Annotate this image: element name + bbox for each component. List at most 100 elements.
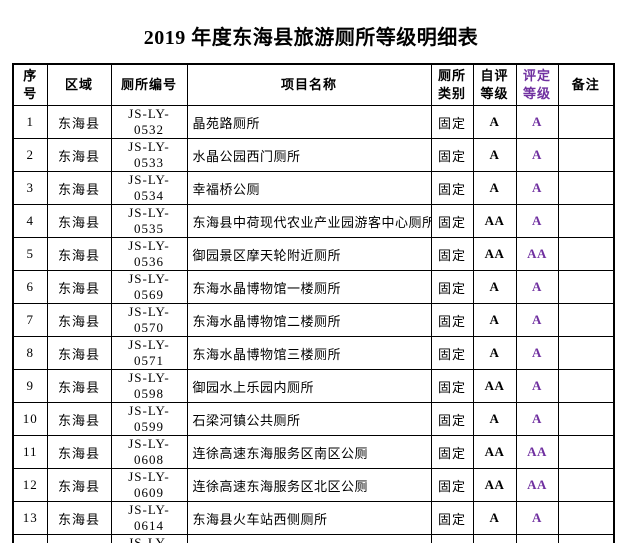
cell-region: 东海县	[46, 336, 112, 370]
cell-self-grade: A	[472, 171, 517, 205]
cell-code: JS-LY-0599	[110, 402, 188, 436]
cell-region: 东海县	[46, 468, 112, 502]
cell-index: 8	[12, 336, 48, 370]
cell-remark	[557, 204, 615, 238]
cell-self-grade: A	[472, 138, 517, 172]
table-body: 1 东海县 JS-LY-0532 晶苑路厕所 固定 A A 2 东海县 JS-L…	[12, 105, 615, 543]
cell-assessed-grade: A	[515, 534, 559, 543]
cell-self-grade: A	[472, 105, 517, 139]
table-row: 12 东海县 JS-LY-0609 连徐高速东海服务区北区公厕 固定 AA AA	[12, 468, 615, 502]
cell-assessed-grade: A	[515, 369, 559, 403]
cell-region: 东海县	[46, 534, 112, 543]
cell-code: JS-LY-0569	[110, 270, 188, 304]
cell-category: 固定	[430, 237, 474, 271]
cell-index: 12	[12, 468, 48, 502]
cell-category: 固定	[430, 468, 474, 502]
cell-code: JS-LY-0609	[110, 468, 188, 502]
cell-name: 御园水上乐园内厕所	[186, 369, 432, 403]
table-row: 11 东海县 JS-LY-0608 连徐高速东海服务区南区公厕 固定 AA AA	[12, 435, 615, 469]
cell-index: 13	[12, 501, 48, 535]
cell-category: 固定	[430, 105, 474, 139]
cell-category: 固定	[430, 402, 474, 436]
cell-code: JS-LY-0570	[110, 303, 188, 337]
cell-name: 连徐高速东海服务区北区公厕	[186, 468, 432, 502]
cell-category: 固定	[430, 270, 474, 304]
cell-assessed-grade: A	[515, 270, 559, 304]
table-row: 9 东海县 JS-LY-0598 御园水上乐园内厕所 固定 AA A	[12, 369, 615, 403]
cell-remark	[557, 369, 615, 403]
cell-code: JS-LY-0533	[110, 138, 188, 172]
cell-category: 固定	[430, 534, 474, 543]
cell-self-grade: AA	[472, 435, 517, 469]
cell-self-grade: AA	[472, 204, 517, 238]
cell-remark	[557, 237, 615, 271]
cell-self-grade: A	[472, 402, 517, 436]
col-header-code: 厕所编号	[110, 63, 188, 106]
cell-self-grade: A	[472, 336, 517, 370]
cell-index: 6	[12, 270, 48, 304]
cell-remark	[557, 501, 615, 535]
cell-category: 固定	[430, 369, 474, 403]
cell-remark	[557, 402, 615, 436]
cell-region: 东海县	[46, 237, 112, 271]
cell-region: 东海县	[46, 303, 112, 337]
col-header-name: 项目名称	[186, 63, 432, 106]
cell-region: 东海县	[46, 171, 112, 205]
cell-name: 幸福桥公厕	[186, 171, 432, 205]
cell-region: 东海县	[46, 402, 112, 436]
cell-remark	[557, 270, 615, 304]
col-header-remark: 备注	[557, 63, 615, 106]
toilet-grade-table: 序号 区域 厕所编号 项目名称 厕所类别 自评等级 评定等级 备注 1 东海县 …	[12, 63, 615, 543]
table-row: 14 东海县 JS-LY-0618 水晶公园南门厕所 固定 A A	[12, 534, 615, 543]
cell-name: 水晶公园南门厕所	[186, 534, 432, 543]
cell-index: 9	[12, 369, 48, 403]
cell-self-grade: AA	[472, 369, 517, 403]
cell-index: 11	[12, 435, 48, 469]
cell-region: 东海县	[46, 501, 112, 535]
cell-region: 东海县	[46, 369, 112, 403]
cell-category: 固定	[430, 501, 474, 535]
cell-name: 东海县中荷现代农业产业园游客中心厕所	[186, 204, 432, 238]
cell-category: 固定	[430, 336, 474, 370]
cell-code: JS-LY-0571	[110, 336, 188, 370]
cell-assessed-grade: AA	[515, 468, 559, 502]
cell-remark	[557, 336, 615, 370]
cell-category: 固定	[430, 204, 474, 238]
cell-name: 东海县火车站西侧厕所	[186, 501, 432, 535]
cell-name: 东海水晶博物馆三楼厕所	[186, 336, 432, 370]
cell-index: 1	[12, 105, 48, 139]
col-header-index: 序号	[12, 63, 48, 106]
table-row: 5 东海县 JS-LY-0536 御园景区摩天轮附近厕所 固定 AA AA	[12, 237, 615, 271]
cell-assessed-grade: A	[515, 303, 559, 337]
cell-self-grade: A	[472, 501, 517, 535]
cell-index: 14	[12, 534, 48, 543]
cell-index: 2	[12, 138, 48, 172]
cell-code: JS-LY-0598	[110, 369, 188, 403]
table-row: 8 东海县 JS-LY-0571 东海水晶博物馆三楼厕所 固定 A A	[12, 336, 615, 370]
cell-region: 东海县	[46, 435, 112, 469]
cell-code: JS-LY-0534	[110, 171, 188, 205]
cell-name: 东海水晶博物馆二楼厕所	[186, 303, 432, 337]
table-row: 10 东海县 JS-LY-0599 石梁河镇公共厕所 固定 A A	[12, 402, 615, 436]
cell-name: 御园景区摩天轮附近厕所	[186, 237, 432, 271]
cell-remark	[557, 303, 615, 337]
cell-code: JS-LY-0536	[110, 237, 188, 271]
cell-assessed-grade: A	[515, 402, 559, 436]
cell-self-grade: A	[472, 534, 517, 543]
cell-name: 东海水晶博物馆一楼厕所	[186, 270, 432, 304]
col-header-self-grade: 自评等级	[472, 63, 517, 106]
cell-self-grade: A	[472, 303, 517, 337]
cell-code: JS-LY-0535	[110, 204, 188, 238]
cell-assessed-grade: A	[515, 105, 559, 139]
cell-code: JS-LY-0532	[110, 105, 188, 139]
table-row: 13 东海县 JS-LY-0614 东海县火车站西侧厕所 固定 A A	[12, 501, 615, 535]
cell-category: 固定	[430, 435, 474, 469]
cell-assessed-grade: A	[515, 501, 559, 535]
cell-self-grade: AA	[472, 237, 517, 271]
cell-assessed-grade: AA	[515, 435, 559, 469]
cell-name: 连徐高速东海服务区南区公厕	[186, 435, 432, 469]
cell-region: 东海县	[46, 138, 112, 172]
cell-assessed-grade: A	[515, 138, 559, 172]
cell-category: 固定	[430, 171, 474, 205]
